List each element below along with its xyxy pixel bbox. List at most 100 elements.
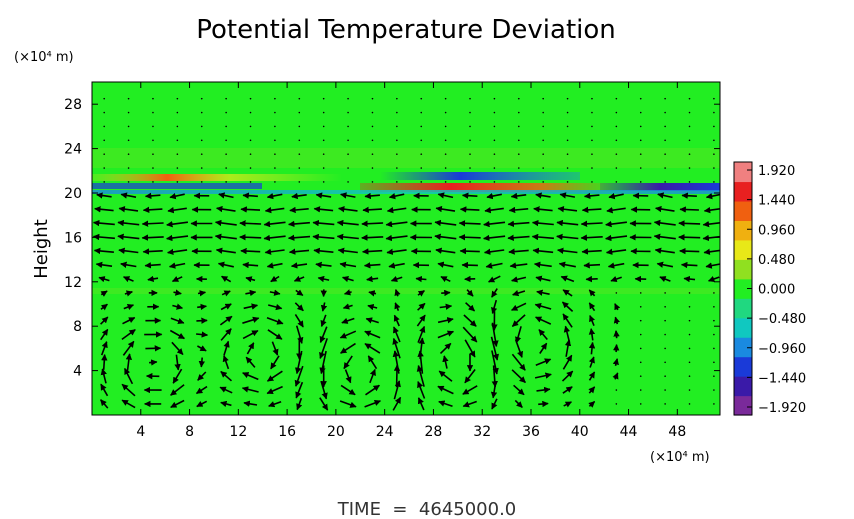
vector-dot bbox=[298, 125, 301, 128]
vector-arrow bbox=[511, 369, 526, 384]
vector-arrow bbox=[369, 368, 376, 384]
vector-dot bbox=[347, 153, 349, 155]
vector-dot bbox=[103, 167, 105, 169]
vector-dot bbox=[396, 167, 398, 169]
vector-arrow bbox=[392, 396, 402, 411]
vector-arrow bbox=[123, 304, 134, 311]
vector-arrow bbox=[606, 207, 626, 214]
vector-dot bbox=[249, 139, 252, 142]
vector-dot bbox=[152, 111, 154, 114]
vector-arrow bbox=[266, 385, 283, 395]
vector-dot bbox=[591, 139, 593, 142]
vector-dot bbox=[639, 139, 642, 142]
vector-dot bbox=[713, 111, 715, 114]
vector-dot bbox=[664, 389, 666, 391]
vector-dot bbox=[444, 181, 447, 183]
vector-dot bbox=[713, 403, 715, 405]
vector-arrow bbox=[417, 290, 425, 297]
vector-dot bbox=[176, 181, 179, 183]
vector-arrow bbox=[535, 358, 552, 367]
vector-arrow bbox=[653, 219, 676, 227]
vector-arrow bbox=[92, 233, 115, 241]
vector-dot bbox=[517, 111, 520, 114]
vector-dot bbox=[639, 347, 642, 350]
vector-arrow bbox=[564, 339, 572, 357]
vector-arrow bbox=[656, 261, 674, 268]
vector-dot bbox=[713, 319, 715, 322]
vector-arrow bbox=[653, 233, 676, 240]
vector-arrow bbox=[336, 219, 359, 227]
colorbar-label: 1.920 bbox=[758, 164, 795, 179]
vector-arrow bbox=[507, 234, 530, 241]
vector-arrow bbox=[418, 337, 425, 359]
vector-arrow bbox=[613, 344, 620, 353]
vector-dot bbox=[542, 97, 544, 100]
vector-dot bbox=[688, 375, 691, 377]
vector-dot bbox=[664, 361, 666, 364]
vector-dot bbox=[713, 389, 715, 391]
vector-arrow bbox=[366, 275, 379, 283]
vector-arrow bbox=[434, 219, 457, 227]
vector-dot bbox=[517, 139, 520, 142]
vector-arrow bbox=[313, 247, 334, 255]
vector-arrow bbox=[173, 289, 182, 296]
vector-dot bbox=[688, 292, 691, 294]
y-tick-label: 20 bbox=[64, 186, 82, 202]
vector-dot bbox=[615, 167, 618, 169]
vector-arrow bbox=[561, 370, 574, 382]
vector-dot bbox=[200, 125, 203, 128]
vector-dot bbox=[371, 97, 374, 100]
vector-arrow bbox=[678, 234, 701, 241]
vector-arrow bbox=[239, 220, 262, 227]
vector-arrow bbox=[100, 303, 108, 311]
vector-arrow bbox=[535, 192, 551, 199]
vector-dot bbox=[615, 111, 618, 114]
vector-dot bbox=[152, 153, 154, 155]
vector-arrow bbox=[319, 326, 328, 343]
vector-arrow bbox=[394, 302, 401, 311]
vector-arrow bbox=[679, 206, 699, 213]
vector-arrow bbox=[222, 355, 230, 370]
y-axis: 4 8 12 16 20 24 28 bbox=[64, 97, 720, 380]
vector-arrow bbox=[417, 381, 426, 399]
vector-dot bbox=[688, 333, 691, 336]
vector-dot bbox=[566, 97, 569, 100]
vector-arrow bbox=[290, 262, 308, 269]
vector-arrow bbox=[678, 220, 701, 227]
vector-arrow bbox=[219, 315, 233, 326]
vector-arrow bbox=[171, 341, 184, 356]
vector-arrow bbox=[612, 372, 619, 380]
vector-arrow bbox=[363, 262, 381, 269]
vector-dot bbox=[639, 305, 642, 308]
vector-arrow bbox=[125, 353, 133, 371]
vector-dot bbox=[127, 125, 130, 128]
vector-arrow bbox=[532, 247, 554, 255]
vector-arrow bbox=[270, 355, 280, 370]
vector-arrow bbox=[172, 303, 184, 310]
vector-dot bbox=[371, 111, 374, 114]
vector-arrow bbox=[243, 303, 259, 310]
vector-dot bbox=[249, 97, 252, 100]
x-tick-label: 28 bbox=[425, 424, 443, 440]
vector-arrow bbox=[149, 359, 158, 366]
vector-dot bbox=[176, 139, 179, 142]
vector-dot bbox=[420, 167, 423, 169]
vector-dot bbox=[127, 97, 130, 100]
vector-arrow bbox=[171, 275, 183, 283]
vector-arrow bbox=[245, 276, 256, 283]
vector-dot bbox=[298, 167, 301, 169]
vector-dot bbox=[371, 167, 374, 169]
vector-arrow bbox=[557, 247, 578, 254]
vector-arrow bbox=[580, 220, 603, 227]
vector-dot bbox=[371, 125, 374, 128]
vector-arrow bbox=[437, 261, 454, 268]
vector-dot bbox=[322, 181, 325, 183]
vector-arrow bbox=[169, 329, 185, 340]
vector-arrow bbox=[556, 233, 579, 241]
vector-arrow bbox=[246, 342, 255, 355]
vector-arrow bbox=[100, 328, 109, 341]
vector-arrow bbox=[340, 342, 356, 354]
colorbar-swatch bbox=[734, 317, 752, 338]
vector-dot bbox=[664, 125, 666, 128]
vector-dot bbox=[420, 139, 423, 142]
